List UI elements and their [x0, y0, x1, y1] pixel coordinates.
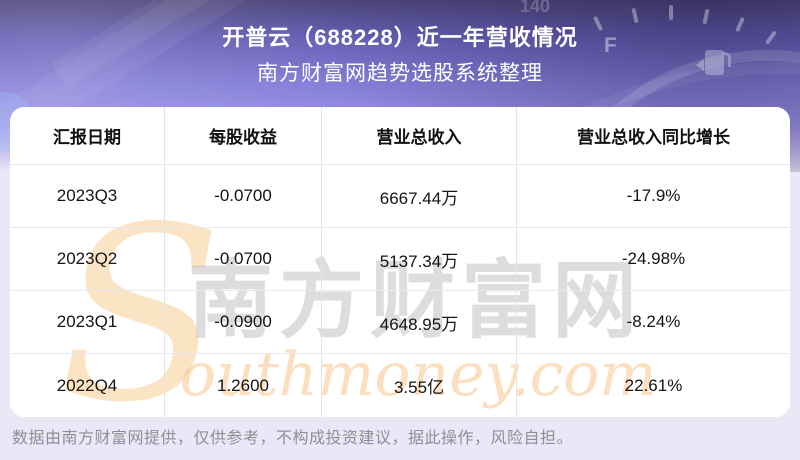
- cell-eps: -0.0700: [165, 165, 322, 227]
- header-cell-eps: 每股收益: [165, 107, 322, 164]
- watermark-cn-text: 南方财富网: [188, 251, 644, 351]
- cell-period: 2022Q4: [10, 354, 165, 417]
- cell-period: 2023Q1: [10, 291, 165, 353]
- gauge-full-label: F: [604, 34, 617, 57]
- table-row: 2023Q1 -0.0900 4648.95万 -8.24%: [10, 291, 790, 354]
- cell-revenue: 3.55亿: [322, 354, 517, 417]
- watermark-en-text: outhmoney.com: [180, 340, 657, 410]
- cell-eps: -0.0700: [165, 228, 322, 290]
- table-header-row: 汇报日期 每股收益 营业总收入 营业总收入同比增长: [10, 107, 790, 165]
- header-cell-report-date: 汇报日期: [10, 107, 165, 164]
- cell-period: 2023Q3: [10, 165, 165, 227]
- speedometer-number: 140: [520, 0, 551, 16]
- cell-revenue: 5137.34万: [322, 228, 517, 290]
- gauge-tick-icon: [669, 5, 673, 20]
- revenue-table: 汇报日期 每股收益 营业总收入 营业总收入同比增长 2023Q3 -0.0700…: [10, 107, 790, 417]
- cell-revenue: 4648.95万: [322, 291, 517, 353]
- watermark-layer: S 南方财富网 outhmoney.com: [10, 107, 790, 417]
- table-row: 2022Q4 1.2600 3.55亿 22.61%: [10, 354, 790, 417]
- header-cell-yoy-growth: 营业总收入同比增长: [577, 128, 730, 147]
- cell-yoy: -17.9%: [626, 186, 681, 205]
- cell-yoy: -8.24%: [626, 312, 681, 331]
- page-title: 开普云（688228）近一年营收情况: [222, 25, 578, 50]
- cell-eps: 1.2600: [165, 354, 322, 417]
- page-subtitle: 南方财富网趋势选股系统整理: [257, 62, 543, 85]
- cell-revenue: 6667.44万: [322, 165, 517, 227]
- footer-disclaimer: 数据由南方财富网提供，仅供参考，不构成投资建议，据此操作，风险自担。: [12, 430, 574, 447]
- cell-eps: -0.0900: [165, 291, 322, 353]
- cell-yoy: -24.98%: [621, 249, 686, 268]
- table-row: 2023Q2 -0.0700 5137.34万 -24.98%: [10, 228, 790, 291]
- revenue-table-card: S 南方财富网 outhmoney.com 汇报日期 每股收益 营业总收入 营业…: [10, 107, 790, 417]
- header-cell-revenue: 营业总收入: [322, 107, 517, 164]
- cell-yoy: 22.61%: [624, 375, 683, 395]
- fuel-pump-icon: [696, 50, 731, 75]
- table-row: 2023Q3 -0.0700 6667.44万 -17.9%: [10, 165, 790, 228]
- watermark-initial: S: [58, 175, 223, 417]
- header-band: F 140 开普云（688228）近一年营收情况 南方财富网趋势选股系统整理: [0, 0, 800, 172]
- cell-period: 2023Q2: [10, 228, 165, 290]
